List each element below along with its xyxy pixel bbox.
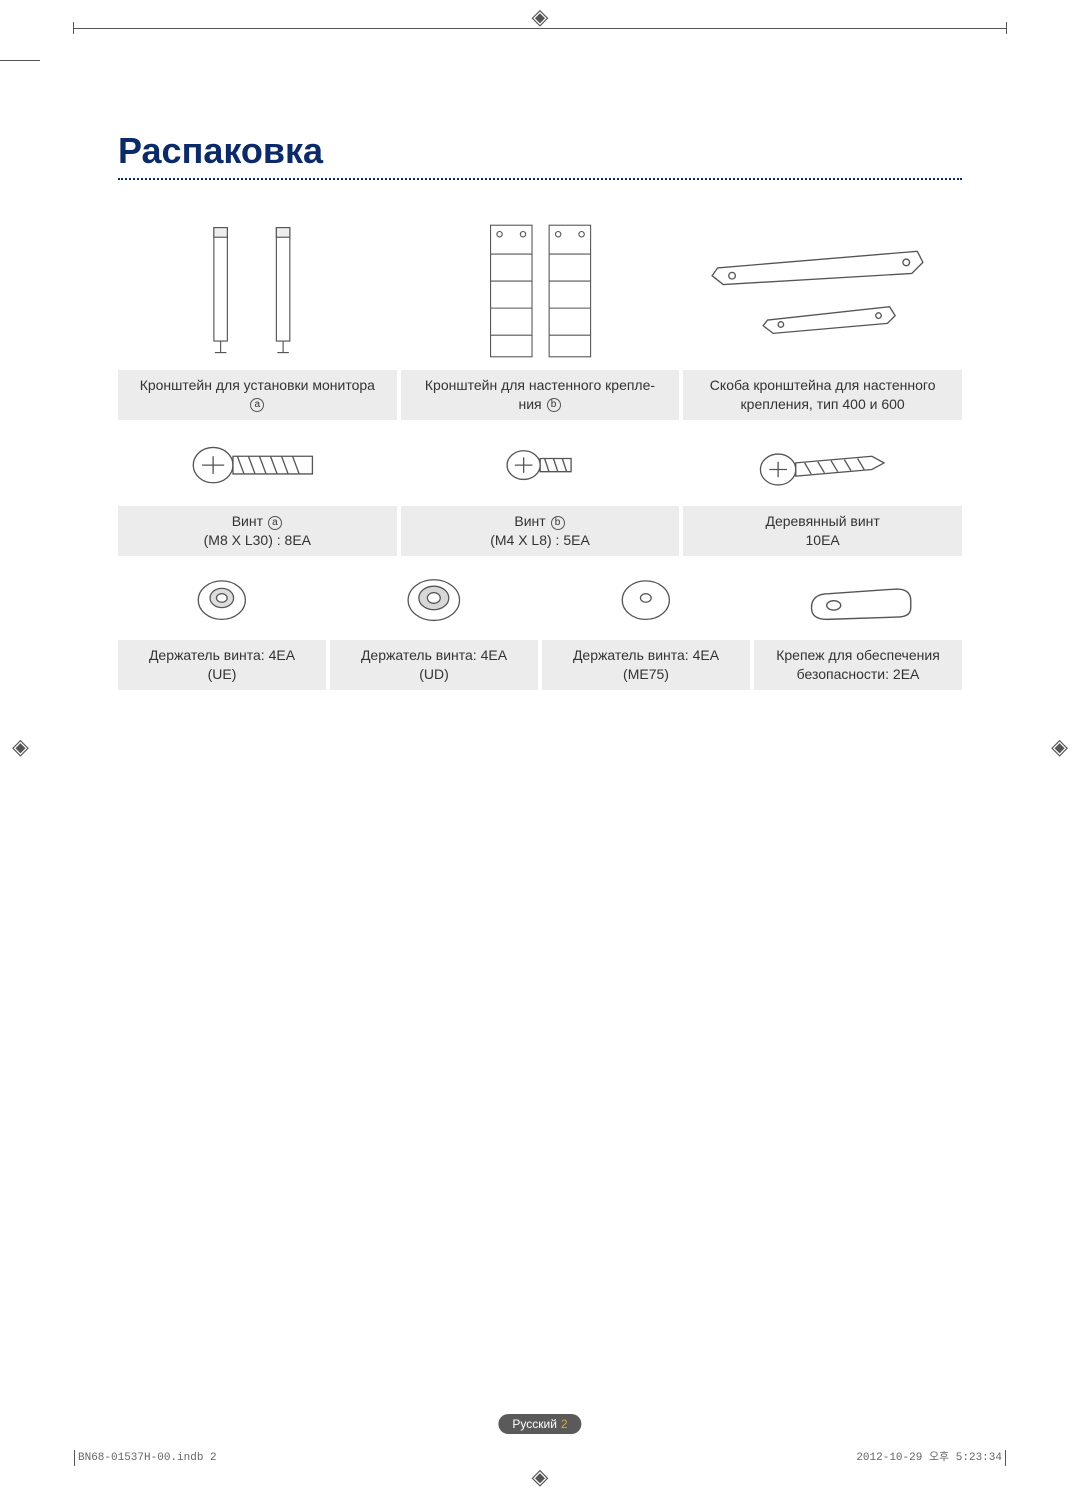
footer-timestamp: 2012-10-29 오후 5:23:34	[856, 1448, 1002, 1464]
label-text: Деревянный винт	[765, 513, 879, 529]
part-label: Винт a (M8 X L30) : 8EA	[118, 506, 397, 556]
part-cell: Винт a (M8 X L30) : 8EA	[118, 424, 397, 556]
label-text: безопасности: 2EA	[797, 666, 920, 682]
label-text: (UE)	[208, 666, 237, 682]
monitor-bracket-icon	[118, 210, 397, 370]
registration-mark-bottom-icon: ◈	[532, 1464, 549, 1490]
circled-letter-b-icon: b	[547, 398, 561, 412]
footer-filename: BN68-01537H-00.indb 2	[78, 1452, 217, 1464]
circled-letter-a-icon: a	[250, 398, 264, 412]
page-title: Распаковка	[118, 130, 962, 172]
label-text: Крепеж для обеспечения	[776, 647, 940, 663]
page-badge-number: 2	[561, 1417, 568, 1431]
screw-large-icon	[118, 424, 397, 506]
circled-letter-a-icon: a	[268, 516, 282, 530]
part-cell: Держатель винта: 4EA (ME75)	[542, 560, 750, 690]
bracket-bars-icon	[683, 210, 962, 370]
label-text: (ME75)	[623, 666, 669, 682]
label-text: Винт	[232, 513, 267, 529]
part-label: Держатель винта: 4EA (UD)	[330, 640, 538, 690]
parts-row-1: Кронштейн для установки монитора a	[118, 210, 962, 420]
label-text: Кронштейн для установки монитора	[140, 377, 375, 393]
registration-mark-top-icon: ◈	[532, 4, 549, 30]
part-label: Винт b (M4 X L8) : 5EA	[401, 506, 680, 556]
part-cell: Кронштейн для настенного крепле- ния b	[401, 210, 680, 420]
label-text: Скоба кронштейна для настенного	[710, 377, 936, 393]
parts-row-2: Винт a (M8 X L30) : 8EA Винт b (M4 X L8)…	[118, 424, 962, 556]
crop-mark-ext	[0, 60, 40, 61]
label-text: ния	[518, 396, 545, 412]
circled-letter-b-icon: b	[551, 516, 565, 530]
page-badge: Русский 2	[498, 1414, 581, 1434]
part-label: Скоба кронштейна для настенного креплени…	[683, 370, 962, 420]
registration-mark-left-icon: ◈	[12, 734, 29, 760]
page-content: Распаковка К	[118, 130, 962, 694]
screw-small-icon	[401, 424, 680, 506]
part-cell: Скоба кронштейна для настенного креплени…	[683, 210, 962, 420]
label-text: Держатель винта: 4EA	[361, 647, 507, 663]
part-label: Крепеж для обеспечения безопасности: 2EA	[754, 640, 962, 690]
label-text: 10EA	[806, 532, 840, 548]
label-text: Держатель винта: 4EA	[573, 647, 719, 663]
part-cell: Крепеж для обеспечения безопасности: 2EA	[754, 560, 962, 690]
registration-mark-right-icon: ◈	[1051, 734, 1068, 760]
label-text: Кронштейн для настенного крепле-	[425, 377, 655, 393]
label-text: Винт	[514, 513, 549, 529]
part-label: Кронштейн для настенного крепле- ния b	[401, 370, 680, 420]
safety-clip-icon	[754, 560, 962, 640]
holder-ud-icon	[330, 560, 538, 640]
part-label: Держатель винта: 4EA (ME75)	[542, 640, 750, 690]
part-cell: Кронштейн для установки монитора a	[118, 210, 397, 420]
wood-screw-icon	[683, 424, 962, 506]
label-text: крепления, тип 400 и 600	[741, 396, 905, 412]
part-cell: Держатель винта: 4EA (UE)	[118, 560, 326, 690]
crop-mark-br	[1005, 1450, 1006, 1466]
page-badge-lang: Русский	[512, 1417, 557, 1431]
label-text: (M8 X L30) : 8EA	[204, 532, 311, 548]
holder-ue-icon	[118, 560, 326, 640]
label-text: (M4 X L8) : 5EA	[490, 532, 590, 548]
part-label: Держатель винта: 4EA (UE)	[118, 640, 326, 690]
parts-row-3: Держатель винта: 4EA (UE) Держатель винт…	[118, 560, 962, 690]
holder-me75-icon	[542, 560, 750, 640]
label-text: (UD)	[419, 666, 449, 682]
part-cell: Винт b (M4 X L8) : 5EA	[401, 424, 680, 556]
part-label: Деревянный винт 10EA	[683, 506, 962, 556]
title-rule	[118, 178, 962, 180]
part-cell: Держатель винта: 4EA (UD)	[330, 560, 538, 690]
part-label: Кронштейн для установки монитора a	[118, 370, 397, 420]
crop-mark-bl	[74, 1450, 75, 1466]
part-cell: Деревянный винт 10EA	[683, 424, 962, 556]
label-text: Держатель винта: 4EA	[149, 647, 295, 663]
wall-bracket-icon	[401, 210, 680, 370]
